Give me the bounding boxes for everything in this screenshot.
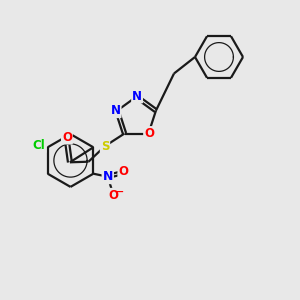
Text: O: O xyxy=(144,127,154,140)
Text: N: N xyxy=(103,170,113,183)
Text: Cl: Cl xyxy=(33,139,46,152)
Text: O: O xyxy=(118,165,128,178)
Text: S: S xyxy=(101,140,109,153)
Text: −: − xyxy=(116,187,124,197)
Text: N: N xyxy=(111,104,121,117)
Text: O: O xyxy=(108,189,118,202)
Text: N: N xyxy=(132,89,142,103)
Text: O: O xyxy=(62,130,72,144)
